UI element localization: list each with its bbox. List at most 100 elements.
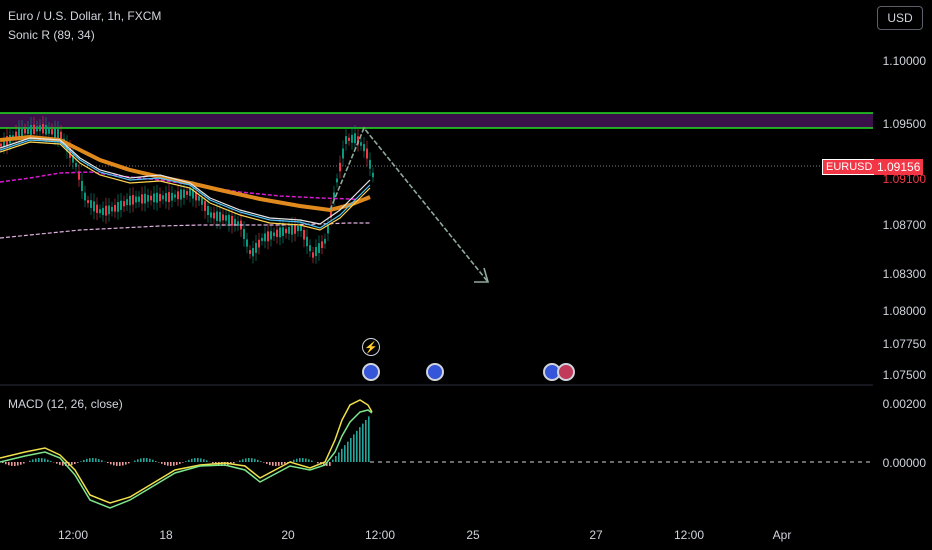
- macd-histogram-bar: [140, 458, 142, 462]
- time-label: 20: [281, 528, 295, 542]
- macd-histogram-bar: [323, 462, 325, 466]
- event-flag-icon[interactable]: [362, 363, 380, 381]
- macd-histogram-bar: [149, 458, 151, 462]
- macd-histogram-bar: [113, 462, 115, 466]
- macd-histogram-bar: [296, 458, 298, 462]
- macd-histogram-bar: [23, 462, 25, 464]
- candle-body: [273, 232, 275, 237]
- macd-histogram-bar: [98, 459, 100, 462]
- candle-body: [330, 207, 332, 218]
- macd-legend[interactable]: MACD (12, 26, close): [8, 397, 123, 411]
- candle-body: [108, 205, 110, 215]
- candle-body: [297, 226, 299, 232]
- candle-body: [27, 127, 29, 134]
- macd-histogram-bar: [134, 460, 136, 462]
- time-label: 25: [466, 528, 480, 542]
- candle-body: [258, 239, 260, 248]
- candle-body: [327, 224, 329, 234]
- macd-histogram-bar: [281, 462, 283, 465]
- candle-body: [135, 196, 137, 203]
- macd-signal-line: [0, 409, 373, 509]
- partial-price-label: 1.09100: [882, 172, 926, 186]
- candle-body: [156, 192, 158, 203]
- symbol-badge[interactable]: EURUSD: [822, 159, 877, 175]
- lightning-icon[interactable]: ⚡: [362, 338, 380, 356]
- macd-histogram-bar: [188, 459, 190, 462]
- candle-body: [30, 125, 32, 135]
- macd-histogram-bar: [179, 462, 181, 464]
- macd-line: [0, 399, 373, 504]
- candle-body: [150, 195, 152, 201]
- macd-histogram-bar: [35, 458, 37, 462]
- candle-body: [282, 227, 284, 236]
- candle-body: [348, 137, 350, 141]
- macd-histogram-bar: [173, 462, 175, 466]
- macd-histogram-bar: [245, 458, 247, 462]
- projection-arrowhead[interactable]: [474, 267, 490, 283]
- candle-body: [114, 204, 116, 212]
- macd-histogram-bar: [332, 459, 334, 462]
- candle-body: [315, 246, 317, 257]
- time-label: 12:00: [364, 528, 396, 542]
- candle-body: [168, 192, 170, 203]
- candle-body: [216, 211, 218, 221]
- symbol-title[interactable]: Euro / U.S. Dollar, 1h, FXCM: [8, 9, 162, 23]
- candle-body: [84, 192, 86, 201]
- candle-body: [75, 163, 77, 167]
- event-flag-icon[interactable]: [426, 363, 444, 381]
- macd-histogram-bar: [242, 459, 244, 462]
- macd-histogram-bar: [284, 462, 286, 464]
- candle-body: [363, 143, 365, 152]
- candle-body: [60, 131, 62, 139]
- currency-button[interactable]: USD: [877, 6, 923, 30]
- macd-histogram-bar: [203, 459, 205, 462]
- candle-body: [264, 233, 266, 242]
- event-flag-icon[interactable]: [557, 363, 575, 381]
- candle-body: [336, 178, 338, 183]
- macd-histogram-bar: [185, 461, 187, 462]
- candle-body: [39, 125, 41, 132]
- projection-path[interactable]: [329, 126, 489, 283]
- candle-body: [3, 139, 5, 147]
- macd-histogram-bar: [47, 459, 49, 462]
- candle-body: [111, 206, 113, 212]
- macd-histogram-bar: [359, 427, 361, 462]
- macd-histogram-bar: [122, 462, 124, 466]
- candle-body: [105, 205, 107, 216]
- candle-body: [81, 181, 83, 191]
- candle-body: [0, 143, 2, 147]
- macd-histogram-bar: [83, 459, 85, 462]
- candle-body: [201, 198, 203, 205]
- macd-histogram-bar: [74, 462, 76, 465]
- candle-body: [78, 171, 80, 180]
- candle-body: [45, 125, 47, 135]
- candle-body: [285, 228, 287, 234]
- candle-body: [270, 231, 272, 240]
- indicator-legend[interactable]: Sonic R (89, 34): [8, 28, 95, 42]
- macd-histogram-bar: [197, 458, 199, 462]
- candle-body: [153, 193, 155, 203]
- candle-body: [33, 124, 35, 134]
- candle-body: [120, 200, 122, 210]
- macd-histogram-bar: [233, 462, 235, 464]
- candle-body: [252, 247, 254, 257]
- macd-histogram-bar: [200, 458, 202, 462]
- ema-yellow: [0, 141, 371, 231]
- price-label-3: 1.08700: [882, 218, 926, 232]
- candle-body: [42, 123, 44, 134]
- candle-body: [15, 131, 17, 139]
- resistance-zone[interactable]: [0, 113, 873, 128]
- macd-histogram-bar: [341, 448, 343, 462]
- macd-histogram-bar: [17, 462, 19, 466]
- candle-body: [129, 195, 131, 206]
- candle-body: [21, 127, 23, 137]
- price-label-1: 1.10000: [882, 54, 926, 68]
- current-price-badge[interactable]: 1.09156: [874, 159, 924, 175]
- candle-body: [321, 241, 323, 248]
- candle-body: [138, 196, 140, 202]
- time-label: Apr: [772, 528, 792, 542]
- macd-histogram-bar: [353, 434, 355, 462]
- macd-histogram-bar: [92, 458, 94, 462]
- macd-histogram-bar: [329, 462, 331, 466]
